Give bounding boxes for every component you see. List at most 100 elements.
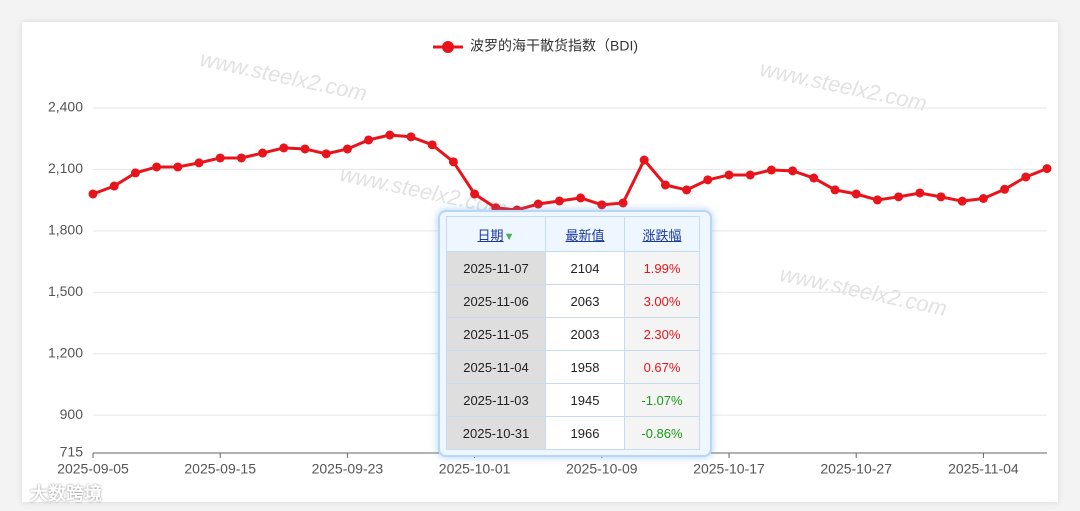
y-tick-label: 1,500 xyxy=(48,283,83,299)
point xyxy=(703,175,713,185)
header-text[interactable]: 日期 xyxy=(477,227,504,243)
legend-label: 波罗的海干散货指数（BDI) xyxy=(470,38,638,54)
brand: 大数跨境 xyxy=(30,484,102,504)
point xyxy=(1021,172,1031,182)
table-cell: 3.00% xyxy=(624,284,700,318)
table-cell: -0.86% xyxy=(624,416,700,450)
point xyxy=(385,130,395,140)
table-cell: 1958 xyxy=(545,350,625,384)
point xyxy=(448,157,458,167)
point xyxy=(427,140,437,150)
header-text[interactable]: 最新值 xyxy=(565,227,605,243)
x-tick-label: 2025-09-23 xyxy=(312,461,384,477)
watermark: www.steelx2.com xyxy=(778,261,949,321)
table-cell: 0.67% xyxy=(624,350,700,384)
point xyxy=(894,192,904,202)
x-tick-label: 2025-09-15 xyxy=(184,461,256,477)
point xyxy=(554,196,564,206)
table-cell: 2003 xyxy=(545,317,625,351)
point xyxy=(194,158,204,168)
point xyxy=(639,155,649,165)
table: 日期▼ 最新值 涨跌幅 2025-11-07 2104 1.99% 2025-11-06 20… xyxy=(446,216,700,450)
table-cell: 2063 xyxy=(545,284,625,318)
point xyxy=(788,166,798,176)
point xyxy=(130,168,140,178)
legend-marker xyxy=(442,41,454,53)
x-tick-label: 2025-11-04 xyxy=(948,461,1019,477)
point xyxy=(236,153,246,163)
point xyxy=(533,199,543,209)
table-header[interactable]: 日期▼ xyxy=(446,216,546,252)
table-cell: 2025-11-05 xyxy=(446,317,546,351)
watermark: www.steelx2.com xyxy=(198,46,369,106)
table-cell: 1966 xyxy=(545,416,625,450)
sort-arrow[interactable]: ▼ xyxy=(503,230,515,243)
point xyxy=(809,173,819,183)
point xyxy=(915,188,925,198)
point xyxy=(279,143,289,153)
table-cell: 2025-10-31 xyxy=(446,416,546,450)
point xyxy=(406,132,416,142)
point xyxy=(342,144,352,154)
table-header[interactable]: 最新值 xyxy=(545,216,625,252)
series-line xyxy=(92,133,1048,212)
header-text[interactable]: 涨跌幅 xyxy=(642,227,682,243)
point xyxy=(957,196,967,206)
y-tick-label: 2,100 xyxy=(48,160,83,176)
table-cell: 2025-11-03 xyxy=(446,383,546,417)
y-tick-label: 715 xyxy=(60,444,84,460)
point xyxy=(597,200,607,210)
table-cell: -1.07% xyxy=(624,383,700,417)
table-row: 2025-11-05 2003 2.30% xyxy=(446,317,700,351)
point xyxy=(1000,184,1010,194)
y-tick-label: 2,400 xyxy=(48,99,83,115)
y-tick-label: 1,800 xyxy=(48,222,83,238)
table-row: 2025-10-31 1966 -0.86% xyxy=(446,416,700,450)
table-row: 2025-11-04 1958 0.67% xyxy=(446,350,700,384)
point xyxy=(830,185,840,195)
point xyxy=(682,185,692,195)
point xyxy=(109,181,119,191)
point xyxy=(576,193,586,203)
table-cell: 1945 xyxy=(545,383,625,417)
point xyxy=(766,165,776,175)
point xyxy=(851,189,861,199)
point xyxy=(618,198,628,208)
x-tick-label: 2025-09-05 xyxy=(57,461,129,477)
x-tick-label: 2025-10-17 xyxy=(693,461,765,477)
point xyxy=(364,135,374,145)
table-cell: 1.99% xyxy=(624,251,700,285)
point xyxy=(470,189,480,199)
point xyxy=(978,193,988,203)
table-cell: 2025-11-07 xyxy=(446,251,546,285)
table-cell: 2025-11-06 xyxy=(446,284,546,318)
y-tick-label: 900 xyxy=(60,406,84,422)
table-cell: 2104 xyxy=(545,251,625,285)
point xyxy=(872,195,882,205)
x-tick-label: 2025-10-27 xyxy=(820,461,892,477)
point xyxy=(660,180,670,190)
point xyxy=(173,162,183,172)
point xyxy=(1042,164,1052,174)
y-tick-label: 1,200 xyxy=(48,344,83,360)
point xyxy=(745,170,755,180)
point xyxy=(258,148,268,158)
point xyxy=(88,189,98,199)
point xyxy=(300,144,310,154)
tooltip-table: 日期▼ 最新值 涨跌幅 2025-11-07 2104 1.99% 2025-11-06 20… xyxy=(438,210,712,457)
table-row: 2025-11-06 2063 3.00% xyxy=(446,284,700,318)
point xyxy=(724,170,734,180)
table-row: 2025-11-07 2104 1.99% xyxy=(446,251,700,285)
table-cell: 2.30% xyxy=(624,317,700,351)
point xyxy=(152,162,162,172)
point xyxy=(936,192,946,202)
watermark: www.steelx2.com xyxy=(758,56,929,116)
x-tick-label: 2025-10-09 xyxy=(566,461,638,477)
table-header[interactable]: 涨跌幅 xyxy=(624,216,700,252)
point xyxy=(321,149,331,159)
table-row: 2025-11-03 1945 -1.07% xyxy=(446,383,700,417)
point xyxy=(215,153,225,163)
x-tick-label: 2025-10-01 xyxy=(439,461,511,477)
